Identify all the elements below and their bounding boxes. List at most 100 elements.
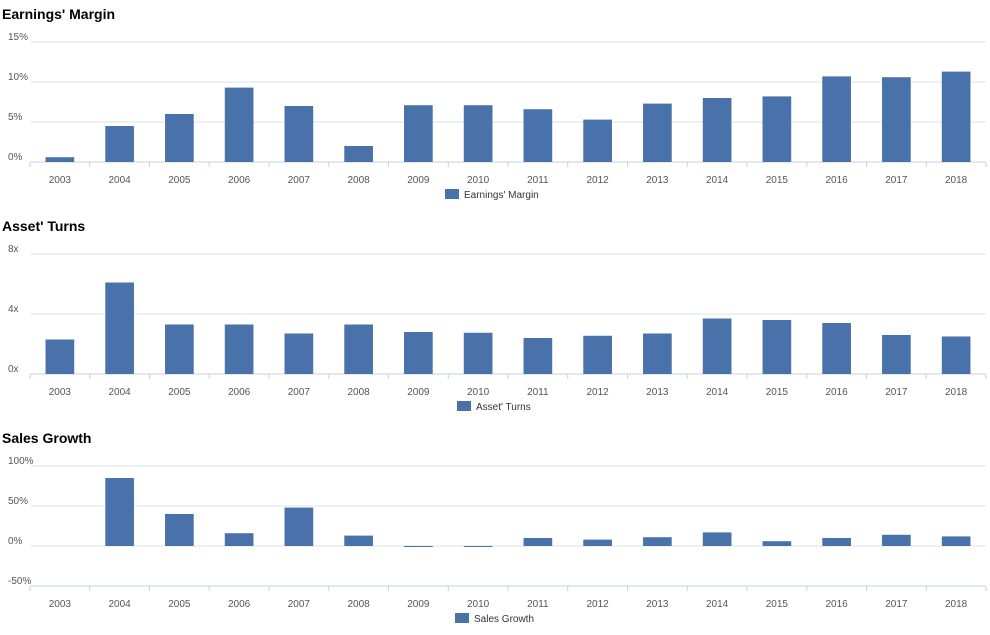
y-tick-label: -50%	[8, 576, 31, 587]
x-tick-label: 2004	[109, 175, 132, 186]
bar-2008	[344, 146, 373, 162]
x-tick-label: 2015	[766, 387, 789, 398]
x-tick-label: 2018	[945, 387, 968, 398]
x-tick-label: 2005	[168, 387, 191, 398]
earnings-margin-title: Earnings' Margin	[2, 6, 116, 22]
legend-label: Sales Growth	[474, 614, 534, 625]
bar-2009	[404, 332, 433, 374]
x-tick-label: 2011	[527, 387, 549, 398]
x-tick-label: 2016	[826, 387, 849, 398]
x-tick-label: 2007	[288, 175, 311, 186]
x-tick-label: 2018	[945, 175, 968, 186]
bar-2003	[45, 157, 75, 162]
y-tick-label: 8x	[8, 244, 19, 255]
bar-2006	[224, 87, 254, 162]
x-tick-label: 2016	[826, 599, 849, 610]
y-tick-label: 10%	[8, 72, 28, 83]
sales-growth-panel: Sales Growth -50% 0% 50% 100% 2003 2004 2005 20…	[0, 430, 990, 635]
bar-2017	[882, 534, 911, 546]
bar-2018	[941, 71, 971, 162]
bar-2016	[822, 323, 851, 374]
bar-2014	[702, 318, 732, 374]
x-tick-label: 2008	[348, 599, 371, 610]
earnings-margin-panel: Earnings' Margin 0% 5% 10% 15% 2003 2004 2005 2…	[0, 6, 990, 212]
bar-2003	[45, 339, 75, 374]
y-tick-label: 4x	[8, 304, 19, 315]
x-tick-label: 2007	[288, 387, 311, 398]
bar-2013	[643, 537, 672, 546]
x-tick-label: 2003	[49, 175, 72, 186]
asset-turns-panel: Asset' Turns 0x 4x 8x 2003 2004 2005 2006 2007 2…	[0, 218, 990, 424]
x-tick-label: 2017	[885, 387, 908, 398]
y-tick-label: 15%	[8, 32, 28, 43]
x-tick-label: 2006	[228, 599, 251, 610]
bar-2010	[463, 546, 493, 547]
y-tick-label: 5%	[8, 112, 23, 123]
x-tick-label: 2012	[587, 599, 610, 610]
x-tick-label: 2018	[945, 599, 968, 610]
x-tick-label: 2017	[885, 599, 908, 610]
bar-2007	[284, 507, 314, 546]
bar-2006	[224, 533, 254, 546]
x-tick-label: 2014	[706, 387, 729, 398]
x-tick-label: 2006	[228, 387, 251, 398]
bar-2018	[941, 536, 971, 546]
x-tick-label: 2008	[348, 387, 371, 398]
bar-2014	[702, 532, 732, 546]
bar-2012	[583, 119, 612, 162]
bar-2012	[583, 539, 612, 546]
bar-2009	[404, 105, 433, 162]
sales-growth-title: Sales Growth	[2, 430, 92, 446]
x-tick-label: 2006	[228, 175, 251, 186]
x-tick-label: 2015	[766, 599, 789, 610]
x-tick-label: 2013	[646, 175, 669, 186]
x-tick-label: 2010	[467, 387, 490, 398]
x-tick-label: 2009	[407, 175, 430, 186]
x-tick-label: 2016	[826, 175, 849, 186]
x-tick-label: 2010	[467, 175, 490, 186]
asset-turns-title: Asset' Turns	[2, 218, 86, 234]
x-tick-label: 2013	[646, 387, 669, 398]
x-tick-label: 2004	[109, 387, 132, 398]
bar-2011	[523, 338, 553, 374]
x-tick-label: 2003	[49, 387, 72, 398]
bar-2015	[762, 320, 792, 374]
x-tick-label: 2009	[407, 599, 430, 610]
bar-2004	[105, 282, 134, 374]
y-tick-label: 0x	[8, 364, 19, 375]
x-tick-label: 2004	[109, 599, 132, 610]
bar-2013	[643, 103, 672, 162]
x-tick-label: 2007	[288, 599, 311, 610]
x-tick-label: 2012	[587, 175, 610, 186]
x-tick-label: 2014	[706, 599, 729, 610]
sales-growth-chart: -50% 0% 50% 100% 2003 2004 2005 2006 2007 2008 200…	[8, 456, 987, 625]
legend-swatch	[457, 401, 471, 411]
legend-swatch	[445, 189, 459, 199]
x-tick-label: 2014	[706, 175, 729, 186]
x-tick-label: 2011	[527, 599, 549, 610]
bar-2008	[344, 535, 373, 546]
x-tick-label: 2017	[885, 175, 908, 186]
bar-2012	[583, 335, 612, 374]
bar-2011	[523, 109, 553, 162]
x-tick-label: 2008	[348, 175, 371, 186]
legend-swatch	[455, 613, 469, 623]
bar-2014	[702, 98, 732, 162]
x-tick-label: 2013	[646, 599, 669, 610]
bar-2018	[941, 336, 971, 374]
y-tick-label: 0%	[8, 536, 23, 547]
y-tick-label: 50%	[8, 496, 28, 507]
bar-2010	[463, 332, 493, 374]
y-tick-label: 100%	[8, 456, 34, 467]
bar-2005	[165, 324, 194, 374]
bar-2007	[284, 106, 314, 162]
bar-2005	[165, 514, 194, 546]
legend-label: Earnings' Margin	[464, 190, 539, 201]
bar-2016	[822, 76, 851, 162]
bar-2006	[224, 324, 254, 374]
x-tick-label: 2010	[467, 599, 490, 610]
bar-2017	[882, 77, 911, 162]
x-tick-label: 2005	[168, 599, 191, 610]
legend-label: Asset' Turns	[476, 402, 531, 413]
earnings-margin-chart: 0% 5% 10% 15% 2003 2004 2005 2006 2007 2008 2009 20…	[8, 32, 987, 201]
